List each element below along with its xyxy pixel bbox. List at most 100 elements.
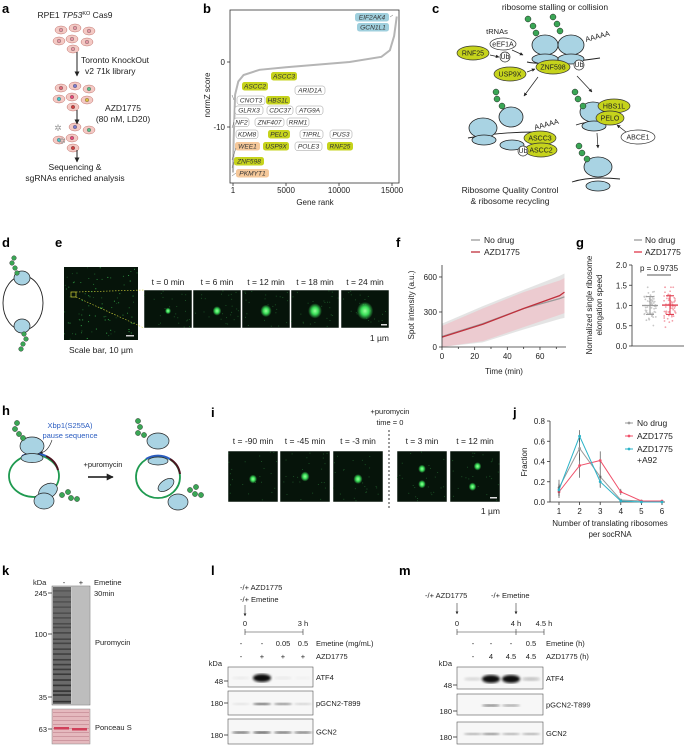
panel-label-e: e	[55, 235, 62, 250]
noise-pixel	[271, 491, 273, 493]
data-point	[643, 295, 646, 298]
blot-label: GCN2	[316, 728, 337, 737]
noise-pixel	[440, 487, 442, 489]
pelo-node	[595, 110, 625, 126]
noise-pixel	[350, 290, 352, 292]
noise-pixel	[427, 486, 429, 488]
speckle	[80, 282, 82, 284]
usp9x-node	[493, 66, 527, 82]
noise-pixel	[329, 301, 331, 303]
speckle	[109, 319, 111, 321]
noise-pixel	[195, 312, 197, 314]
noise-pixel	[184, 310, 186, 312]
noise-pixel	[178, 322, 180, 324]
speckle	[116, 297, 118, 299]
leader-line	[231, 121, 235, 129]
hbs1l-label: HBS1L	[603, 104, 625, 111]
noise-pixel	[468, 478, 470, 480]
noise-pixel	[491, 460, 493, 462]
data-point	[660, 500, 664, 504]
timeline-drug2: -/+ Emetine	[491, 591, 530, 600]
speckle	[71, 273, 73, 275]
noise-pixel	[265, 294, 267, 296]
noise-pixel	[261, 481, 262, 483]
timelapse-frame	[332, 450, 384, 503]
x-tick-label: 20	[470, 352, 479, 361]
data-point	[653, 307, 655, 310]
data-point	[578, 464, 581, 467]
lane-condition: 0.5	[298, 639, 308, 648]
nucleus-icon	[85, 98, 89, 102]
noise-pixel	[173, 316, 175, 318]
noise-pixel	[457, 487, 459, 489]
noise-pixel	[444, 496, 445, 498]
noise-pixel	[227, 323, 229, 325]
noise-pixel	[329, 320, 331, 321]
noise-pixel	[259, 476, 261, 478]
data-point	[651, 297, 654, 299]
noise-pixel	[354, 488, 356, 490]
noise-pixel	[353, 497, 355, 499]
speckle	[133, 268, 135, 270]
data-point	[664, 326, 667, 329]
nucleus-icon	[87, 87, 91, 91]
noise-pixel	[233, 319, 235, 321]
speckle	[128, 307, 130, 309]
data-point	[674, 311, 677, 314]
data-point	[653, 290, 655, 293]
time-zero-label: time = 0	[377, 418, 404, 427]
fluorescent-spot	[260, 304, 272, 318]
data-point	[619, 499, 623, 503]
speckle	[64, 333, 66, 335]
noise-pixel	[367, 295, 369, 297]
noise-pixel	[333, 487, 334, 489]
speckle	[69, 296, 71, 298]
data-point	[654, 311, 657, 314]
timelapse-frame	[241, 289, 291, 329]
data-point	[645, 311, 648, 314]
x-axis-label: Gene rank	[296, 198, 334, 207]
panel-f-spot-intensity-chart: Time (min) Spot intensity (a.u.) No drug…	[407, 235, 566, 376]
speckle	[66, 276, 68, 278]
marker-label: 180	[439, 733, 452, 742]
noise-pixel	[472, 456, 474, 457]
speckle	[116, 302, 118, 304]
noise-pixel	[417, 500, 419, 502]
data-point	[649, 294, 652, 297]
gene-label-ascc2: ASCC2	[243, 84, 266, 91]
cell-population-icon	[52, 23, 96, 54]
gene-label-box	[242, 82, 268, 91]
noise-pixel	[291, 320, 292, 322]
data-point	[557, 488, 561, 492]
protein-band	[53, 690, 71, 692]
noise-pixel	[322, 453, 324, 455]
noise-pixel	[474, 452, 476, 454]
noise-pixel	[420, 451, 422, 453]
noise-pixel	[312, 492, 314, 494]
blot-label: GCN2	[546, 729, 567, 738]
recycled-ribosome-icon	[571, 142, 621, 192]
y-tick-label: 0.5	[616, 322, 628, 331]
library-label-2: v2 71k library	[85, 66, 136, 76]
noise-pixel	[247, 325, 249, 327]
ponceau-band	[53, 712, 89, 713]
timepoint-label: t = 12 min	[456, 436, 494, 446]
x-axis-label: Number of translating ribosomes	[552, 519, 668, 528]
noise-pixel	[461, 476, 463, 478]
speckle	[111, 307, 113, 309]
noise-pixel	[491, 458, 493, 460]
gene-label-box	[266, 105, 294, 115]
speckle	[79, 319, 81, 321]
protein-band	[53, 622, 71, 625]
noise-pixel	[251, 291, 253, 293]
data-point	[672, 286, 675, 289]
panel-g-elongation-speed-chart: Normalized single ribosomeelongation spe…	[585, 235, 684, 354]
y-tick-label: 1.5	[616, 281, 628, 290]
speckle	[128, 331, 130, 333]
speckle	[65, 288, 67, 290]
blot-label: pGCN2-T899	[546, 701, 591, 710]
noise-pixel	[274, 487, 276, 489]
speckle	[69, 322, 71, 324]
speckle	[107, 276, 109, 278]
data-point	[672, 308, 675, 311]
